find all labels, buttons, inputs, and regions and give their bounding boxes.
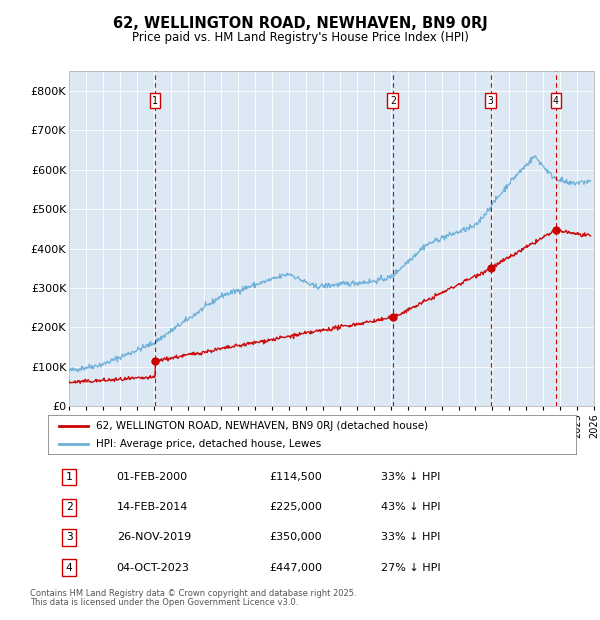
Text: 1: 1 (152, 96, 158, 106)
Text: £350,000: £350,000 (270, 533, 322, 542)
Text: This data is licensed under the Open Government Licence v3.0.: This data is licensed under the Open Gov… (30, 598, 298, 606)
Text: Contains HM Land Registry data © Crown copyright and database right 2025.: Contains HM Land Registry data © Crown c… (30, 589, 356, 598)
Text: 2: 2 (66, 502, 73, 512)
Text: 3: 3 (488, 96, 494, 106)
Text: £447,000: £447,000 (270, 563, 323, 573)
Text: 27% ↓ HPI: 27% ↓ HPI (380, 563, 440, 573)
Text: 26-NOV-2019: 26-NOV-2019 (116, 533, 191, 542)
Text: HPI: Average price, detached house, Lewes: HPI: Average price, detached house, Lewe… (95, 439, 321, 450)
Text: Price paid vs. HM Land Registry's House Price Index (HPI): Price paid vs. HM Land Registry's House … (131, 31, 469, 43)
Text: £114,500: £114,500 (270, 472, 323, 482)
Text: 2: 2 (390, 96, 396, 106)
Text: 01-FEB-2000: 01-FEB-2000 (116, 472, 188, 482)
Text: 62, WELLINGTON ROAD, NEWHAVEN, BN9 0RJ: 62, WELLINGTON ROAD, NEWHAVEN, BN9 0RJ (113, 16, 487, 31)
Text: 3: 3 (66, 533, 73, 542)
Text: 33% ↓ HPI: 33% ↓ HPI (380, 533, 440, 542)
Text: 33% ↓ HPI: 33% ↓ HPI (380, 472, 440, 482)
Text: 4: 4 (553, 96, 559, 106)
Text: £225,000: £225,000 (270, 502, 323, 512)
Text: 43% ↓ HPI: 43% ↓ HPI (380, 502, 440, 512)
Text: 62, WELLINGTON ROAD, NEWHAVEN, BN9 0RJ (detached house): 62, WELLINGTON ROAD, NEWHAVEN, BN9 0RJ (… (95, 421, 428, 431)
Text: 04-OCT-2023: 04-OCT-2023 (116, 563, 190, 573)
Text: 4: 4 (66, 563, 73, 573)
Text: 1: 1 (66, 472, 73, 482)
Text: 14-FEB-2014: 14-FEB-2014 (116, 502, 188, 512)
